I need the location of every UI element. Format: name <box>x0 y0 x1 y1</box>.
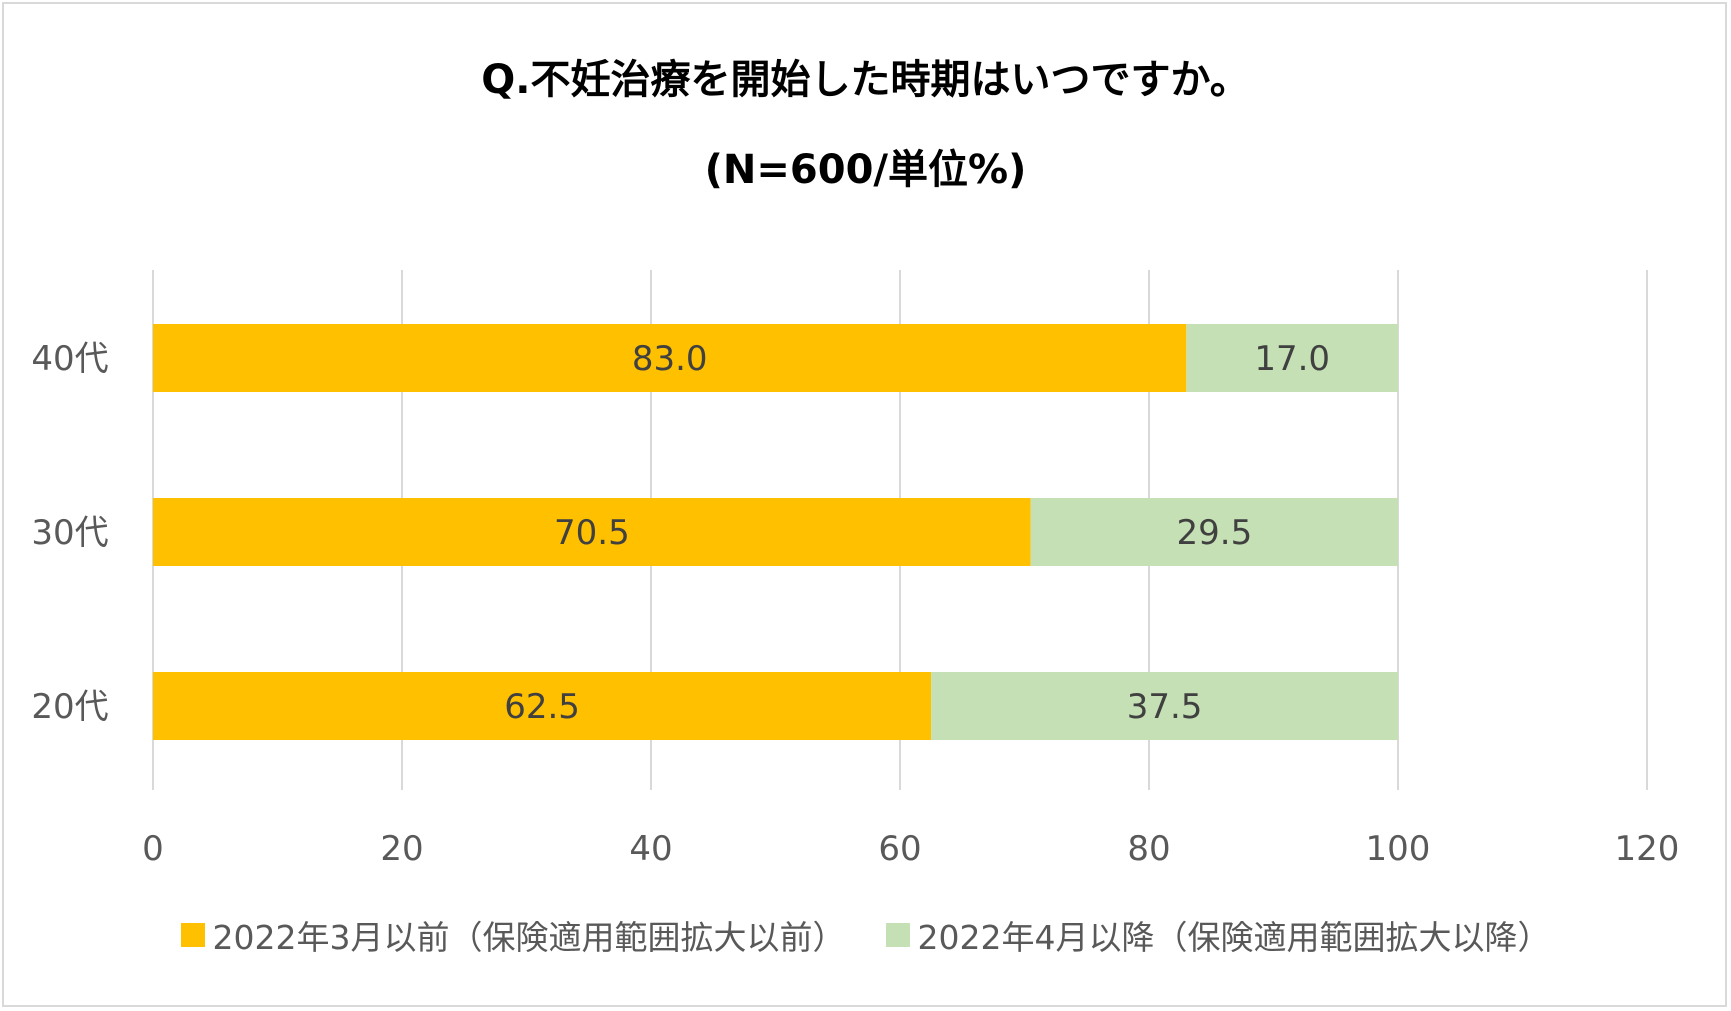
data-label-2-series-1: 37.5 <box>1127 687 1203 727</box>
data-label-0-series-0: 83.0 <box>632 339 708 379</box>
chart-subtitle: (N=600/単位%) <box>704 147 1027 193</box>
data-label-1-series-0: 70.5 <box>554 513 630 553</box>
chart-title: Q.不妊治療を開始した時期はいつですか。 <box>481 57 1250 103</box>
y-category-label-0: 40代 <box>31 339 108 379</box>
x-tick-label-60: 60 <box>878 829 921 869</box>
data-label-0-series-1: 17.0 <box>1254 339 1330 379</box>
x-tick-label-40: 40 <box>629 829 672 869</box>
y-category-label-1: 30代 <box>31 513 108 553</box>
legend-swatch-after <box>885 923 910 947</box>
legend-swatch-before <box>180 923 205 947</box>
legend-item-after: 2022年4月以降（保険適用範囲拡大以降） <box>885 911 1551 959</box>
legend-label-before: 2022年3月以前（保険適用範囲拡大以前） <box>212 918 846 957</box>
bar-1-series-0 <box>153 498 1031 566</box>
bar-2-series-0 <box>153 672 932 740</box>
legend-label-after: 2022年4月以降（保険適用範囲拡大以降） <box>917 918 1551 957</box>
x-tick-label-100: 100 <box>1366 829 1431 869</box>
chart-legend: 2022年3月以前（保険適用範囲拡大以前） 2022年4月以降（保険適用範囲拡大… <box>0 910 1731 960</box>
x-tick-label-20: 20 <box>380 829 423 869</box>
bar-0-series-1 <box>1186 324 1398 392</box>
x-tick-label-120: 120 <box>1615 829 1680 869</box>
data-label-1-series-1: 29.5 <box>1177 513 1253 553</box>
data-label-2-series-0: 62.5 <box>504 687 580 727</box>
bar-0-series-0 <box>153 324 1187 392</box>
y-category-label-2: 20代 <box>31 687 108 727</box>
legend-item-before: 2022年3月以前（保険適用範囲拡大以前） <box>180 911 846 959</box>
x-tick-label-80: 80 <box>1127 829 1170 869</box>
bar-2-series-1 <box>931 672 1398 740</box>
x-tick-label-0: 0 <box>142 829 164 869</box>
bar-1-series-1 <box>1030 498 1398 566</box>
